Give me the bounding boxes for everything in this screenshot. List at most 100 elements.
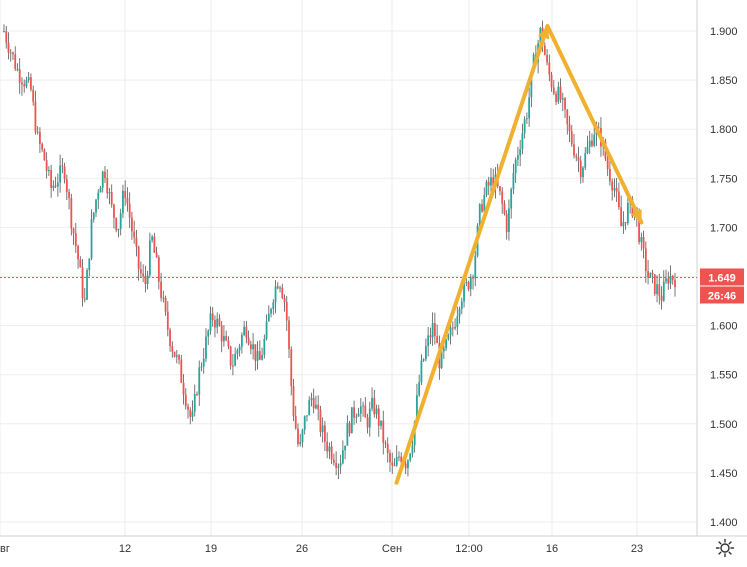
candle-body xyxy=(433,323,436,337)
candle-body xyxy=(220,325,223,342)
candle-body xyxy=(292,386,295,417)
candle-body xyxy=(478,204,481,226)
candle-body xyxy=(108,192,111,194)
candle-body xyxy=(418,382,421,396)
candle-body xyxy=(584,153,587,168)
candle-body xyxy=(606,158,609,169)
candle-body xyxy=(517,155,519,160)
candle-body xyxy=(341,450,344,464)
candle-body xyxy=(337,466,340,468)
x-tick-label: 16 xyxy=(546,543,558,555)
candle-body xyxy=(90,219,93,259)
y-tick-label: 1.500 xyxy=(710,419,738,431)
candle-body xyxy=(238,346,241,351)
candle-body xyxy=(254,344,257,361)
candle-body xyxy=(445,339,447,349)
candle-body xyxy=(263,338,266,356)
candle-body xyxy=(281,287,284,298)
candle-body xyxy=(196,394,198,396)
candle-body xyxy=(357,413,360,417)
candle-body xyxy=(490,177,492,186)
candle-body xyxy=(227,340,230,347)
candle-body xyxy=(658,284,661,296)
candle-body xyxy=(61,165,64,167)
y-tick-label: 1.400 xyxy=(710,517,738,529)
candle-body xyxy=(458,309,461,317)
candle-body xyxy=(207,330,210,337)
candle-body xyxy=(115,218,118,231)
candle-body xyxy=(261,355,263,360)
candle-body xyxy=(135,237,138,247)
candle-body xyxy=(440,351,443,369)
candle-body xyxy=(146,275,149,284)
candle-body xyxy=(375,408,378,415)
candle-body xyxy=(265,321,268,339)
candle-body xyxy=(611,181,614,191)
candle-body xyxy=(113,204,115,219)
candle-body xyxy=(469,277,472,290)
candle-body xyxy=(139,269,142,274)
candle-body xyxy=(106,178,109,194)
candle-body xyxy=(328,446,331,452)
candle-body xyxy=(151,236,154,241)
candle-body xyxy=(162,297,165,299)
candle-body xyxy=(32,89,35,102)
candle-body xyxy=(16,69,19,71)
candle-body xyxy=(566,109,569,125)
candle-body xyxy=(142,273,145,277)
candle-body xyxy=(50,170,53,188)
candle-body xyxy=(180,359,183,383)
candle-body xyxy=(640,236,643,243)
candle-body xyxy=(297,428,299,445)
candle-body xyxy=(561,98,564,100)
candle-body xyxy=(344,445,347,451)
candle-body xyxy=(389,453,391,463)
candle-body xyxy=(74,233,77,247)
candle-body xyxy=(411,445,414,454)
candle-body xyxy=(72,228,75,234)
candle-body xyxy=(70,198,73,229)
candle-body xyxy=(9,52,12,54)
candle-body xyxy=(651,272,654,275)
candle-body xyxy=(202,358,205,367)
candle-body xyxy=(41,143,44,150)
candle-body xyxy=(348,423,351,434)
candle-body xyxy=(247,337,250,345)
candle-body xyxy=(101,171,104,188)
x-tick-label: 26 xyxy=(296,543,308,555)
candle-body xyxy=(665,278,667,282)
x-tick-label: 23 xyxy=(631,543,643,555)
candle-body xyxy=(613,187,616,191)
candle-body xyxy=(615,187,618,192)
candles-group xyxy=(3,20,676,480)
candle-body xyxy=(465,282,468,284)
candle-body xyxy=(656,284,658,294)
settings-gear-icon[interactable] xyxy=(715,538,735,558)
candle-body xyxy=(18,69,21,83)
grid-group xyxy=(0,0,697,536)
candle-body xyxy=(525,118,528,120)
candle-body xyxy=(92,212,95,220)
candle-body xyxy=(77,246,79,260)
candle-body xyxy=(52,185,55,188)
candle-body xyxy=(442,348,445,352)
candle-body xyxy=(36,131,39,133)
candle-body xyxy=(216,318,219,328)
candle-body xyxy=(285,301,288,321)
candle-body xyxy=(153,236,156,253)
candle-body xyxy=(214,320,216,328)
candle-body xyxy=(267,313,270,322)
candle-body xyxy=(424,346,427,360)
candle-body xyxy=(301,429,304,442)
candle-body xyxy=(119,213,122,230)
candle-body xyxy=(175,355,178,357)
candle-body xyxy=(339,463,342,467)
candle-body xyxy=(359,406,362,414)
trend-arrow-line xyxy=(394,24,550,485)
candle-body xyxy=(593,134,596,146)
candle-body xyxy=(552,87,555,94)
candle-body xyxy=(382,420,385,443)
candle-body xyxy=(674,279,676,288)
